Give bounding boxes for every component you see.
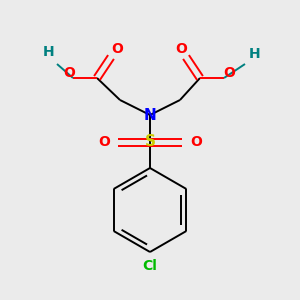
Text: H: H [43,45,55,59]
Text: O: O [223,66,235,80]
Text: S: S [145,134,155,149]
Text: Cl: Cl [142,259,158,273]
Text: O: O [175,42,187,56]
Text: H: H [249,47,261,61]
Text: O: O [98,135,110,149]
Text: O: O [111,42,123,56]
Text: O: O [190,135,202,149]
Text: N: N [144,107,156,122]
Text: O: O [63,66,75,80]
